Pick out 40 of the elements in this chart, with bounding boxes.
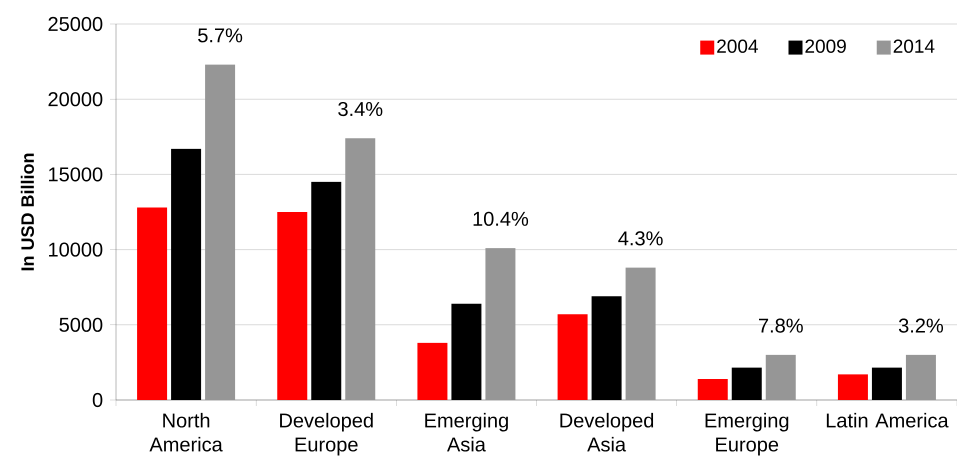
bar [137, 207, 168, 400]
legend-label: 2004 [717, 39, 758, 53]
bar [485, 248, 516, 400]
bar [417, 342, 448, 400]
x-tick-label: Developed Europe [280, 412, 373, 456]
annotation: 3.2% [898, 318, 944, 333]
bar [698, 378, 728, 400]
bar [592, 296, 622, 400]
bar [205, 64, 236, 400]
y-axis-title: In USD Billion [20, 154, 34, 270]
legend-label: 2009 [805, 39, 846, 53]
annotation: 7.8% [758, 318, 803, 333]
x-tick-label: Emerging Asia [425, 412, 508, 452]
y-tick-label: 20000 [48, 92, 102, 106]
x-tick-label: Emerging Europe [706, 412, 788, 456]
annotation: 4.3% [618, 231, 663, 246]
y-tick-label: 10000 [49, 242, 102, 257]
y-tick-label: 15000 [49, 167, 102, 182]
x-tick-label: Latin America [826, 412, 949, 428]
bar [558, 314, 588, 400]
y-tick-label: 25000 [48, 16, 102, 32]
y-tick-label: 5000 [59, 318, 102, 332]
bar [626, 268, 656, 400]
x-tick-label: North America [149, 412, 223, 452]
bar [906, 354, 936, 400]
bar [872, 368, 902, 400]
x-tick-label: Developed Asia [560, 412, 654, 452]
annotation: 10.4% [474, 212, 528, 226]
bar [838, 374, 868, 400]
annotation: 3.4% [338, 102, 382, 116]
bar [171, 148, 202, 400]
y-tick-label: 0 [92, 392, 102, 408]
bar [277, 212, 308, 400]
bar [345, 138, 376, 400]
annotation: 5.7% [198, 28, 242, 42]
bar [451, 304, 482, 400]
bar [732, 368, 762, 400]
legend-label: 2014 [894, 39, 934, 53]
bar [311, 182, 342, 400]
bar [766, 354, 796, 400]
